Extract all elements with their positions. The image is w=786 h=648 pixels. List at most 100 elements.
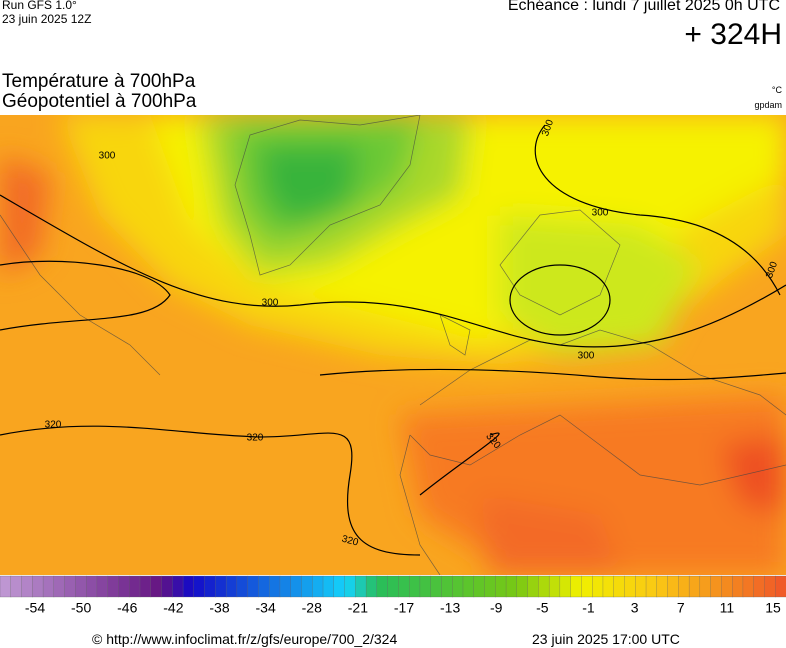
colorbar-cell [333, 575, 345, 598]
colorbar-cell [193, 575, 206, 598]
temperature-field [0, 115, 786, 575]
unit: °C [771, 85, 782, 95]
colorbar-label: 3 [631, 600, 639, 616]
contour-label: 320 [45, 420, 62, 431]
colorbar-cell [635, 575, 647, 598]
colorbar-cell [32, 575, 44, 598]
colorbar-label: 7 [677, 600, 685, 616]
colorbar-cell [129, 575, 141, 598]
colorbar-label: -46 [117, 600, 137, 616]
colorbar-cell [236, 575, 249, 598]
colorbar-cell [42, 575, 55, 598]
colorbar-cell [398, 575, 410, 598]
colorbar-cell [678, 575, 690, 598]
contour-label: 320 [247, 433, 264, 444]
colorbar-cell [419, 575, 432, 598]
colorbar-cell [322, 575, 335, 598]
colorbar-cell [182, 575, 195, 598]
colorbar-cell [172, 575, 184, 598]
unit: gpdam [754, 100, 782, 110]
colorbar-cell [365, 575, 378, 598]
colorbar-cell [732, 575, 744, 598]
colorbar-cell [592, 575, 604, 598]
contour-label: 300 [99, 151, 116, 162]
colorbar-cell [215, 575, 227, 598]
colorbar-label: -1 [582, 600, 595, 616]
colorbar-cell [538, 575, 550, 598]
colorbar-cell [161, 575, 173, 598]
colorbar-cell [376, 575, 389, 598]
lead-time: + 324H [684, 18, 782, 51]
colorbar-cell [548, 575, 561, 598]
colorbar-cell [85, 575, 98, 598]
colorbar-cell [53, 575, 66, 598]
contour-label: 300 [262, 298, 279, 309]
footer-date: 23 juin 2025 17:00 UTC [532, 631, 680, 647]
colorbar-cell [721, 575, 733, 598]
colorbar-cell [505, 575, 518, 598]
colorbar-cell [667, 575, 679, 598]
colorbar-cell [753, 575, 765, 598]
colorbar-cell [75, 575, 87, 598]
colorbar-label: -21 [348, 600, 368, 616]
colorbar-cell [570, 575, 582, 598]
colorbar-label: -50 [71, 600, 91, 616]
colorbar-cell [150, 575, 162, 598]
title: Géopotentiel à 700hPa [2, 91, 197, 112]
contour-label: 300 [592, 208, 609, 219]
colorbar-cell [688, 575, 701, 598]
colorbar-cell [764, 575, 776, 598]
colorbar-cell [527, 575, 539, 598]
colorbar-cell [96, 575, 109, 598]
colorbar-cell [452, 575, 464, 598]
colorbar-cell [344, 575, 356, 598]
colorbar-cell [613, 575, 625, 598]
colorbar-label: -13 [440, 600, 460, 616]
colorbar-cell [699, 575, 712, 598]
colorbar-cell [656, 575, 669, 598]
colorbar-cell [581, 575, 593, 598]
colorbar-cell [204, 575, 216, 598]
colorbar-cell [559, 575, 572, 598]
colorbar-label: -54 [25, 600, 45, 616]
colorbar-cell [602, 575, 615, 598]
colorbar-cell [107, 575, 119, 598]
colorbar-label: -34 [256, 600, 276, 616]
colorbar-label: -38 [209, 600, 229, 616]
colorbar-cell [462, 575, 475, 598]
contour-label: 300 [578, 351, 595, 362]
colorbar-label: -42 [163, 600, 183, 616]
colorbar-cell [258, 575, 270, 598]
colorbar: -54 -50 -46 -42 -38 -34 -28 -21 -17 -13 -9 -5 -1 3 7 11… [0, 575, 786, 616]
colorbar-cell [118, 575, 130, 598]
colorbar-cell [139, 575, 152, 598]
colorbar-cell [247, 575, 259, 598]
colorbar-label: -17 [394, 600, 414, 616]
colorbar-cell [301, 575, 313, 598]
colorbar-cell [10, 575, 22, 598]
colorbar-cell [645, 575, 658, 598]
colorbar-cell [312, 575, 324, 598]
colorbar-cell [290, 575, 302, 598]
colorbar-cell [495, 575, 507, 598]
colorbar-label: -9 [490, 600, 503, 616]
valid-time: Echéance : lundi 7 juillet 2025 0h UTC [507, 0, 780, 14]
colorbar-cell [775, 575, 786, 598]
colorbar-cell [0, 575, 12, 598]
colorbar-cell [279, 575, 292, 598]
colorbar-cell [21, 575, 33, 598]
colorbar-cell [269, 575, 281, 598]
colorbar-cell [473, 575, 485, 598]
source: © http://www.infoclimat.fr/z/gfs/europe/… [92, 631, 398, 647]
colorbar-cell [516, 575, 529, 598]
colorbar-cell [742, 575, 755, 598]
colorbar-cell [225, 575, 238, 598]
title: Température à 700hPa [2, 71, 196, 92]
colorbar-cell [409, 575, 421, 598]
colorbar-label: -28 [302, 600, 322, 616]
colorbar-cell [355, 575, 367, 598]
colorbar-cell [430, 575, 442, 598]
colorbar-label: 15 [765, 600, 781, 616]
